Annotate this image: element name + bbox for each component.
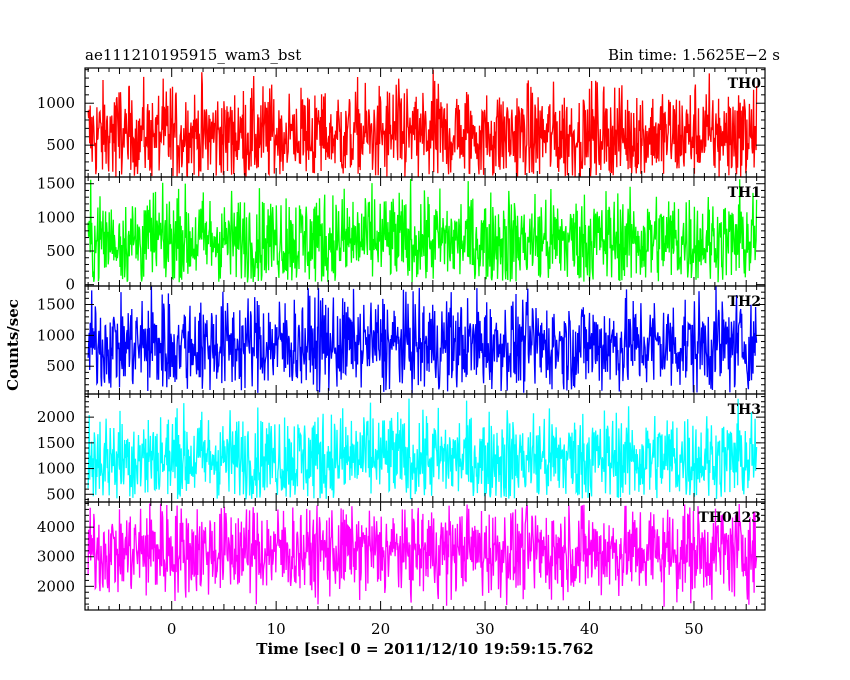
series-line-th1 (87, 178, 758, 283)
series-label: TH2 (728, 294, 761, 310)
panel-th0123: 2000 3000 4000 TH0123 (37, 501, 766, 611)
y-tick-label: 1000 (37, 208, 75, 226)
series-label: TH0123 (698, 510, 761, 526)
panel-frame (84, 501, 766, 611)
y-tick-label: 2000 (37, 408, 75, 426)
y-tick-label: 500 (46, 136, 75, 154)
y-tick-label: 4000 (37, 518, 75, 536)
y-tick-label: 2000 (37, 577, 75, 595)
x-tick-label: 40 (580, 620, 599, 638)
y-tick-label: 500 (46, 485, 75, 503)
series-line-th3 (87, 398, 758, 500)
series-line-th2 (87, 286, 758, 394)
chart-title: ae111210195915_wam3_bst (85, 46, 301, 64)
x-tick-label: 50 (684, 620, 703, 638)
panel-th2: 500 1000 1500 TH2 (37, 285, 766, 395)
series-line-th0 (87, 69, 758, 177)
y-tick-label: 1000 (37, 326, 75, 344)
bin-time-label: Bin time: 1.5625E−2 s (608, 46, 780, 64)
series-line-th0123 (87, 503, 758, 607)
x-axis-title: Time [sec] 0 = 2011/12/10 19:59:15.762 (256, 640, 593, 658)
series-label: TH1 (728, 185, 761, 201)
x-tick-label: 20 (371, 620, 390, 638)
y-tick-label: 500 (46, 357, 75, 375)
x-tick-label: 10 (267, 620, 286, 638)
y-tick-label: 1000 (37, 94, 75, 112)
y-tick-label: 0 (65, 276, 75, 294)
y-axis-title: Counts/sec (4, 299, 22, 391)
y-tick-label: 3000 (37, 548, 75, 566)
y-tick-label: 1500 (37, 296, 75, 314)
y-tick-label: 1500 (37, 434, 75, 452)
y-tick-label: 1500 (37, 175, 75, 193)
x-tick-label: 0 (167, 620, 177, 638)
y-tick-label: 1000 (37, 460, 75, 478)
series-label: TH0 (728, 76, 762, 92)
x-tick-label: 30 (476, 620, 495, 638)
y-tick-label: 500 (46, 242, 75, 260)
series-label: TH3 (728, 402, 761, 418)
